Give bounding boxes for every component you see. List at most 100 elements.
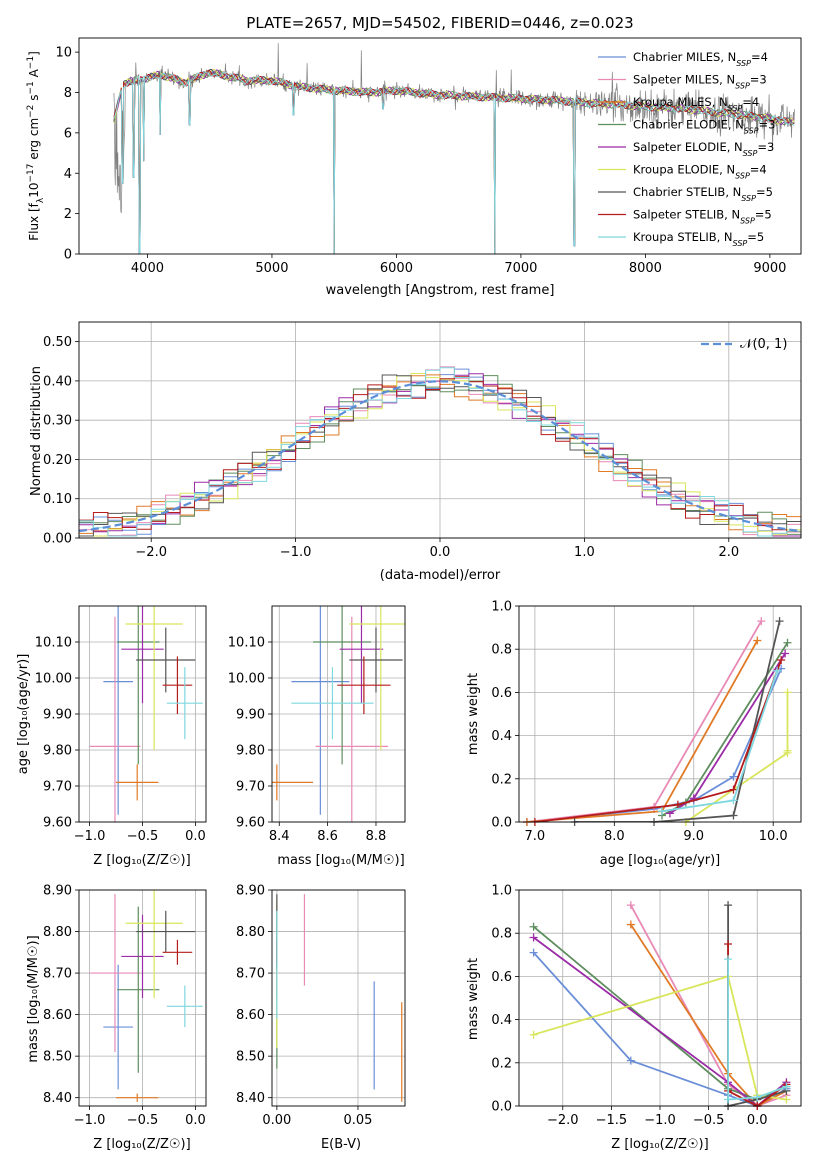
mw-age-xlabel: age [log₁₀(age/yr)] [600, 853, 721, 868]
mass-weight-marker-chabrier-stelib [724, 901, 733, 910]
residuals-ylabel: Normed distribution [29, 366, 44, 496]
legend-label-sub: SSP [741, 194, 756, 203]
mw-z-xlabel: Z [log₁₀(Z/Z☉)] [611, 1137, 708, 1152]
residuals-ytick-label: 0.20 [43, 453, 72, 468]
mass-weight-marker-kroupa-stelib [729, 796, 738, 805]
residuals-plot-frame [78, 321, 802, 539]
mass-weight-marker-kroupa-stelib [753, 1093, 762, 1102]
spectrum-ytick-label: 4 [64, 167, 72, 182]
spectrum-ytick-label: 8 [64, 86, 72, 101]
ebv-xlabel: E(B-V) [321, 1137, 361, 1152]
mass-weight-marker-salpeter-miles [626, 901, 635, 910]
legend-label-sub: SSP [736, 59, 751, 68]
mw-age-ylabel: mass weight [466, 673, 481, 755]
mass_weight_vs_age-ytick-label: 0.6 [491, 686, 512, 701]
mass_weight_vs_Z-ytick-label: 0.2 [491, 1056, 512, 1071]
age_vs_Z-plot-frame [78, 605, 207, 823]
age-vs-mass-panel: mass [log₁₀(M/M☉)] 8.4 8.6 8.8 9.60 9.70 9.80… [228, 605, 406, 868]
age_vs_mass-ytick-label: 9.90 [236, 708, 265, 723]
spectrum-xtick-label: 4000 [131, 261, 164, 276]
flux-ylabel-part: λ [36, 197, 46, 203]
residuals-xtick-label: 0.0 [430, 545, 451, 560]
mass_weight_vs_age-ytick-label: 0.0 [491, 816, 512, 831]
residuals-ytick-label: 0.30 [43, 414, 72, 429]
mass-weight-marker-salpeter-elodie [781, 649, 790, 658]
legend-label-text: Chabrier MILES, N [633, 50, 736, 64]
mass-weight-marker-kroupa-elodie [782, 1095, 791, 1104]
residuals-panel: (data-model)/error Normed distribution −… [29, 321, 802, 583]
flux-ylabel-part: −1 [26, 56, 36, 69]
legend-label-sub: SSP [735, 171, 750, 180]
legend-label-kroupa-elodie: Kroupa ELODIE, NSSP=4 [633, 163, 767, 181]
mass-weight-marker-salpeter-elodie [529, 933, 538, 942]
spectrum-xtick-label: 5000 [255, 261, 288, 276]
legend-label-sub: SSP [744, 126, 759, 135]
mass-weight-marker-kroupa-stelib [657, 807, 666, 816]
flux-ylabel-part: s [27, 95, 41, 105]
mass_weight_vs_age-ytick-label: 1.0 [491, 600, 512, 615]
mass-weight-marker-chabrier-miles [529, 948, 538, 957]
legend-label-text: Salpeter MILES, N [633, 73, 735, 87]
mass-weight-marker-salpeter-stelib [777, 656, 786, 664]
age_vs_mass-xtick-label: 8.8 [366, 829, 387, 844]
residuals-ytick-label: 0.00 [43, 532, 72, 547]
residuals-xlabel: (data-model)/error [380, 568, 501, 583]
mass_weight_vs_Z-xtick-label: −2.0 [547, 1113, 579, 1128]
mass_weight_vs_age-ytick-label: 0.2 [491, 772, 512, 787]
mass-weight-vs-metallicity-panel: Z [log₁₀(Z/Z☉)] mass weight −2.0 −1.5 −1.0… [466, 884, 802, 1152]
mass-weight-marker-salpeter-miles [757, 617, 766, 626]
mass-vs-ebv-panel: E(B-V) 0.00 0.05 8.40 8.50 8.60 8.70 8.80 8.90 [236, 884, 406, 1152]
gaussian-curve [79, 380, 801, 533]
mass_vs_ebv-plot-frame [271, 889, 406, 1107]
spectrum-xtick-label: 7000 [504, 261, 537, 276]
mass_vs_Z-xtick-label: −0.5 [127, 1113, 159, 1128]
spectrum-xlabel: wavelength [Angstrom, rest frame] [326, 283, 555, 298]
spectrum-xtick-label: 6000 [380, 261, 413, 276]
model-spectrum-chabrier-stelib [113, 68, 795, 254]
mass_vs_Z-xtick-label: 0.0 [185, 1113, 206, 1128]
mass_vs_ebv-ytick-label: 8.50 [236, 1050, 265, 1065]
age_vs_Z-ytick-label: 9.60 [43, 816, 72, 831]
legend-label-text: Kroupa ELODIE, N [633, 163, 735, 177]
mass_weight_vs_Z-ytick-label: 0.8 [491, 927, 512, 942]
legend-label-count: =3 [757, 140, 774, 154]
age_vs_Z-ytick-label: 9.70 [43, 780, 72, 795]
spectrum-xtick-label: 9000 [753, 261, 786, 276]
mass-weight-line-kroupa-elodie [533, 975, 787, 1101]
mass-z-ylabel: mass [log₁₀(M/M☉)] [26, 935, 41, 1062]
mass_weight_vs_age-ytick-label: 0.4 [491, 729, 512, 744]
legend-label-count: =3 [759, 118, 776, 132]
mass-weight-marker-chabrier-elodie [783, 638, 792, 647]
mass_weight_vs_Z-xtick-label: −0.5 [693, 1113, 725, 1128]
model-spectrum-salpeter-stelib [113, 69, 795, 249]
mass_weight_vs_Z-ytick-label: 0.0 [491, 1100, 512, 1115]
flux-ylabel-part: 10 [27, 183, 41, 198]
mass-weight-marker-chabrier-elodie [529, 922, 538, 931]
spectrum-panel: PLATE=2657, MJD=54502, FIBERID=0446, z=0… [26, 14, 802, 298]
age_vs_Z-xtick-label: 0.0 [185, 829, 206, 844]
legend-label-salpeter-stelib: Salpeter STELIB, NSSP=5 [633, 208, 772, 226]
legend-label-chabrier-miles: Chabrier MILES, NSSP=4 [633, 50, 768, 68]
legend-label-salpeter-miles: Salpeter MILES, NSSP=3 [633, 73, 767, 91]
model-spectrum-kroupa-elodie [113, 68, 795, 249]
residuals-ytick-label: 0.40 [43, 374, 72, 389]
spectrum-ytick-label: 10 [55, 46, 72, 61]
mass-weight-marker-salpeter-stelib [673, 800, 682, 809]
model-spectrum-kroupa-stelib [113, 71, 795, 254]
mass-z-xlabel: Z [log₁₀(Z/Z☉)] [93, 1137, 190, 1152]
spectrum-ytick-label: 2 [64, 207, 72, 222]
residuals-ytick-label: 0.10 [43, 492, 72, 507]
mass-weight-marker-kroupa-miles [626, 920, 635, 929]
mass-weight-marker-kroupa-stelib [724, 955, 733, 964]
age-mass-xlabel: mass [log₁₀(M/M☉)] [277, 853, 404, 868]
chart-title: PLATE=2657, MJD=54502, FIBERID=0446, z=0… [246, 14, 633, 32]
mass_weight_vs_age-xtick-label: 7.0 [525, 829, 546, 844]
age_vs_mass-ytick-label: 9.80 [236, 744, 265, 759]
mass_vs_Z-ytick-label: 8.60 [43, 1008, 72, 1023]
legend-label-count: =4 [751, 50, 768, 64]
flux-ylabel-part: A [27, 68, 41, 81]
mass_weight_vs_age-ytick-label: 0.8 [491, 643, 512, 658]
legend-label-sub: SSP [743, 149, 758, 158]
mass_weight_vs_age-xtick-label: 8.0 [604, 829, 625, 844]
mass_vs_Z-ytick-label: 8.80 [43, 925, 72, 940]
